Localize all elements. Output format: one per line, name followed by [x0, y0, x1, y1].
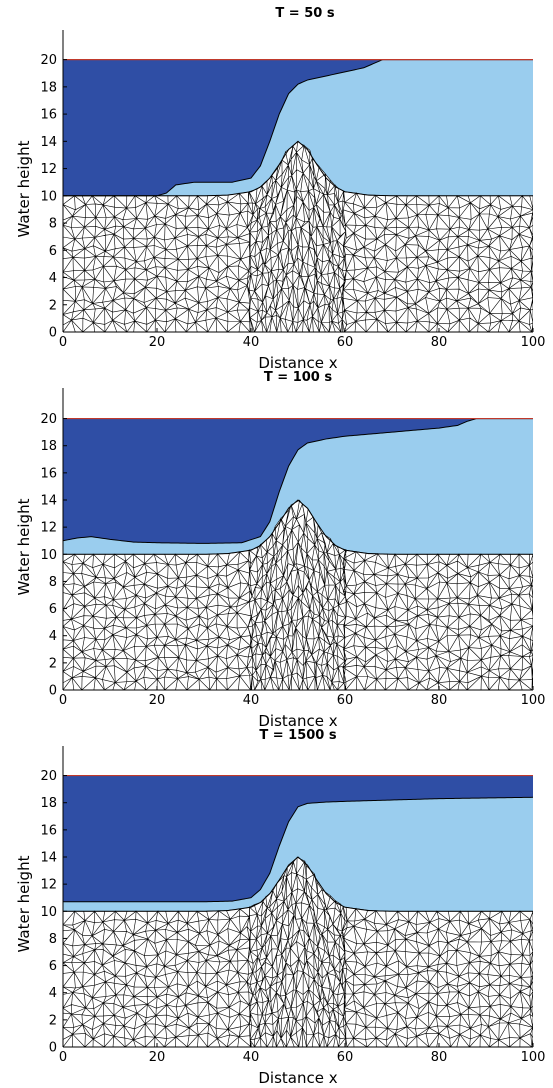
panel-0-plot: [63, 59, 533, 332]
x-tick-label: 40: [243, 693, 260, 708]
y-tick-label: 2: [49, 1013, 57, 1028]
y-tick-label: 20: [40, 412, 57, 427]
panel-2-bed-mesh: [63, 856, 533, 1047]
panel-2-plot: [63, 774, 533, 1047]
y-tick-label: 12: [40, 521, 57, 536]
x-tick-label: 40: [243, 1050, 260, 1065]
panel-0-bed-line: [63, 140, 533, 197]
x-tick-label: 60: [337, 335, 354, 350]
x-tick-label: 20: [149, 335, 166, 350]
y-tick-label: 2: [49, 656, 57, 671]
panel-2: T = 1500 s 0 20 40 60 80 100 0 2 4 6 8 10 12 14 16 18 2…: [15, 728, 545, 1087]
y-tick-label: 14: [40, 494, 57, 509]
y-tick-label: 16: [40, 823, 57, 838]
y-tick-label: 0: [49, 684, 57, 699]
y-tick-label: 12: [40, 878, 57, 893]
x-tick-label: 20: [149, 693, 166, 708]
y-tick-label: 18: [40, 439, 57, 454]
panel-1-interface-line: [63, 418, 533, 544]
panel-0: T = 50 s 0 20 40 60 80 100 02468101214161820 …: [15, 6, 545, 372]
panel-1-lower-layer: [63, 418, 533, 555]
x-tick-label: 60: [337, 693, 354, 708]
y-tick-label: 8: [49, 575, 57, 590]
panel-1-plot: [63, 417, 533, 690]
x-tick-label: 100: [521, 1050, 546, 1065]
y-tick-label: 2: [49, 298, 57, 313]
panel-1: T = 100 s 0 20 40 60 80 100 0 2 4 6 8 10 12 14 16 18 20…: [15, 370, 545, 730]
panel-2-bed-line: [63, 856, 533, 912]
y-tick-label: 0: [49, 326, 57, 341]
y-tick-label: 6: [49, 244, 57, 259]
panel-2-lower-layer: [63, 797, 533, 912]
y-tick-label: 18: [40, 80, 57, 95]
x-tick-label: 100: [521, 693, 546, 708]
y-tick-label: 10: [40, 548, 57, 563]
panel-0-x-ticks: 0 20 40 60 80 100: [59, 328, 546, 350]
panel-2-interface-line: [63, 796, 533, 903]
y-tick-label: 8: [49, 932, 57, 947]
panel-2-y-ticks: 0 2 4 6 8 10 12 14 16 18 20: [40, 769, 67, 1056]
panel-1-y-axis-label: Water height: [15, 498, 33, 595]
panel-0-y-axis-label: Water height: [15, 140, 33, 237]
panel-1-bed-line: [63, 499, 533, 555]
panel-0-bed-mesh: [63, 140, 533, 332]
y-tick-label: 4: [49, 986, 57, 1001]
panel-2-x-axis-label: Distance x: [258, 1069, 337, 1087]
y-tick-label: 16: [40, 466, 57, 481]
panel-0-mesh-triangles: [63, 140, 533, 332]
y-tick-label: 12: [40, 162, 57, 177]
x-tick-label: 80: [431, 1050, 448, 1065]
x-tick-label: 0: [59, 1050, 67, 1065]
x-tick-label: 0: [59, 335, 67, 350]
panel-1-title: T = 100 s: [264, 370, 332, 385]
y-tick-label: 14: [40, 135, 57, 150]
x-tick-label: 80: [431, 693, 448, 708]
panel-2-title: T = 1500 s: [259, 728, 337, 743]
panel-0-upper-layer: [63, 59, 533, 196]
panel-1-mesh-triangles: [63, 499, 533, 690]
y-tick-label: 4: [49, 629, 57, 644]
panel-0-x-axis-label: Distance x: [258, 354, 337, 372]
panel-1-upper-layer: [63, 418, 533, 544]
y-tick-label: 20: [40, 53, 57, 68]
panel-0-title: T = 50 s: [275, 6, 334, 21]
panel-0-y-ticks: 0 2 4 6 8 10 12 14 16 18 20: [40, 53, 67, 341]
panel-2-y-axis-label: Water height: [15, 855, 33, 952]
x-tick-label: 100: [521, 335, 546, 350]
x-tick-label: 40: [243, 335, 260, 350]
y-tick-label: 4: [49, 271, 57, 286]
panel-1-bed-mesh: [63, 499, 533, 690]
panel-1-y-ticks: 0 2 4 6 8 10 12 14 16 18 20: [40, 412, 67, 699]
y-tick-label: 6: [49, 959, 57, 974]
y-tick-label: 10: [40, 189, 57, 204]
y-tick-label: 18: [40, 796, 57, 811]
panel-0-lower-layer: [63, 59, 533, 196]
panel-1-x-ticks: 0 20 40 60 80 100: [59, 686, 546, 708]
panel-1-x-axis-label: Distance x: [258, 712, 337, 730]
panel-2-upper-layer: [63, 775, 533, 902]
y-tick-label: 10: [40, 905, 57, 920]
x-tick-label: 0: [59, 693, 67, 708]
panel-2-x-ticks: 0 20 40 60 80 100: [59, 1043, 546, 1065]
y-tick-label: 6: [49, 602, 57, 617]
x-tick-label: 80: [431, 335, 448, 350]
x-tick-label: 20: [149, 1050, 166, 1065]
y-tick-label: 8: [49, 217, 57, 232]
x-tick-label: 60: [337, 1050, 354, 1065]
panel-2-mesh-triangles: [63, 856, 533, 1047]
y-tick-label: 14: [40, 851, 57, 866]
y-tick-label: 20: [40, 769, 57, 784]
y-tick-label: 16: [40, 108, 57, 123]
y-tick-label: 0: [49, 1041, 57, 1056]
